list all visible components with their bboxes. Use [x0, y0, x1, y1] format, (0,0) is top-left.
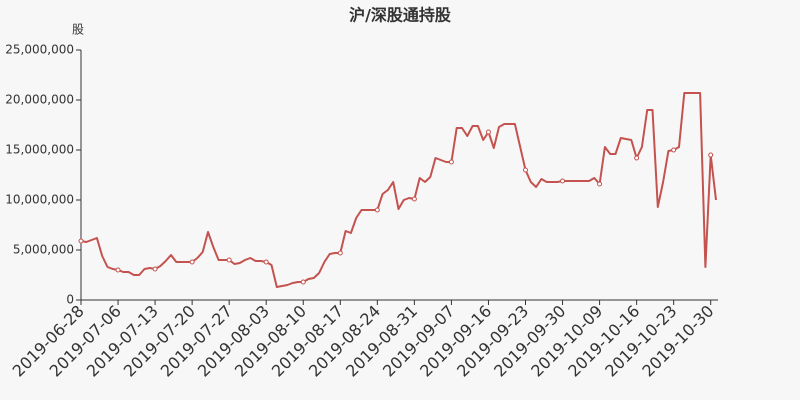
point	[597, 181, 603, 187]
point	[523, 167, 528, 173]
point	[337, 250, 343, 256]
point	[300, 279, 306, 285]
point	[411, 196, 417, 202]
point	[708, 152, 714, 158]
y-axis-label: 股	[72, 23, 84, 37]
point	[152, 266, 158, 272]
point	[485, 129, 491, 135]
point	[115, 267, 121, 273]
point	[78, 238, 84, 244]
point	[374, 207, 380, 213]
y-tick-label: 25,000,000	[5, 43, 74, 57]
y-tick-label: 20,000,000	[5, 93, 74, 107]
point	[560, 178, 566, 184]
point	[263, 259, 269, 265]
y-tick-label: 15,000,000	[5, 143, 74, 157]
y-tick-label: 5,000,000	[13, 243, 74, 257]
chart-title: 沪/深股通持股	[349, 6, 452, 25]
point	[448, 159, 454, 165]
point	[189, 259, 195, 265]
y-tick-label: 0	[66, 293, 74, 307]
point	[671, 147, 677, 153]
y-tick-label: 10,000,000	[5, 193, 74, 207]
line	[80, 92, 717, 288]
point	[634, 155, 640, 161]
point	[226, 257, 232, 263]
